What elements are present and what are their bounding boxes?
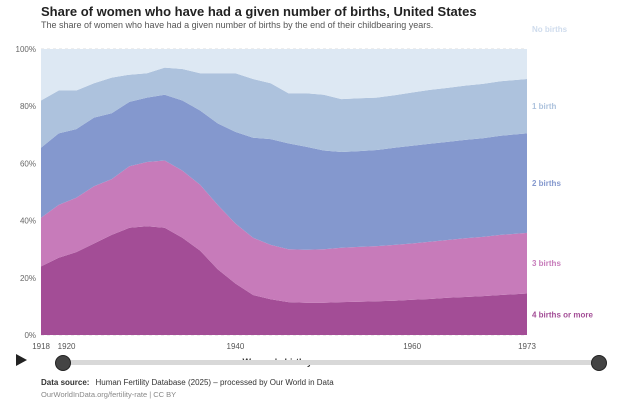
series-label-3-births: 3 births <box>532 259 561 268</box>
y-tick-label: 40% <box>20 217 36 226</box>
series-label-1-birth: 1 birth <box>532 102 557 111</box>
timeline-track[interactable] <box>62 360 598 365</box>
y-axis-ticks: 0% 20% 40% 60% 80% 100% <box>16 45 36 340</box>
data-source-text: Human Fertility Database (2025) – proces… <box>95 378 334 387</box>
area-4-births-or-more[interactable] <box>41 226 527 335</box>
data-source-label: Data source: <box>41 378 90 387</box>
series-label-2-births: 2 births <box>532 179 561 188</box>
y-tick-label: 20% <box>20 274 36 283</box>
footer-url[interactable]: OurWorldInData.org/fertility-rate | CC B… <box>41 390 177 399</box>
x-axis-ticks: 1918 1920 1940 1960 1973 <box>32 342 536 351</box>
series-labels: 4 births or more 3 births 2 births 1 birth N… <box>532 25 593 319</box>
y-tick-label: 100% <box>16 45 36 54</box>
y-tick-label: 0% <box>24 331 36 340</box>
x-tick-label: 1920 <box>58 342 76 351</box>
series-label-no-births: No births <box>532 25 568 34</box>
x-tick-label: 1940 <box>227 342 245 351</box>
timeline-start-handle[interactable] <box>55 355 71 371</box>
x-tick-label: 1973 <box>518 342 536 351</box>
x-tick-label: 1918 <box>32 342 50 351</box>
x-tick-label: 1960 <box>403 342 421 351</box>
y-tick-label: 60% <box>20 159 36 168</box>
play-icon <box>16 354 27 366</box>
chart-subtitle: The share of women who have had a given … <box>41 20 434 30</box>
play-button[interactable] <box>14 352 28 368</box>
area-3-births[interactable] <box>41 160 527 303</box>
data-source: Data source: Human Fertility Database (20… <box>41 378 334 387</box>
chart-title: Share of women who have had a given numb… <box>41 4 477 19</box>
series-label-4-births-or-more: 4 births or more <box>532 310 593 319</box>
area-no-births[interactable] <box>41 49 527 101</box>
area-2-births[interactable] <box>41 94 527 250</box>
timeline-end-handle[interactable] <box>591 355 607 371</box>
area-1-birth[interactable] <box>41 67 527 152</box>
y-tick-label: 80% <box>20 102 36 111</box>
area-series-group <box>41 49 527 335</box>
